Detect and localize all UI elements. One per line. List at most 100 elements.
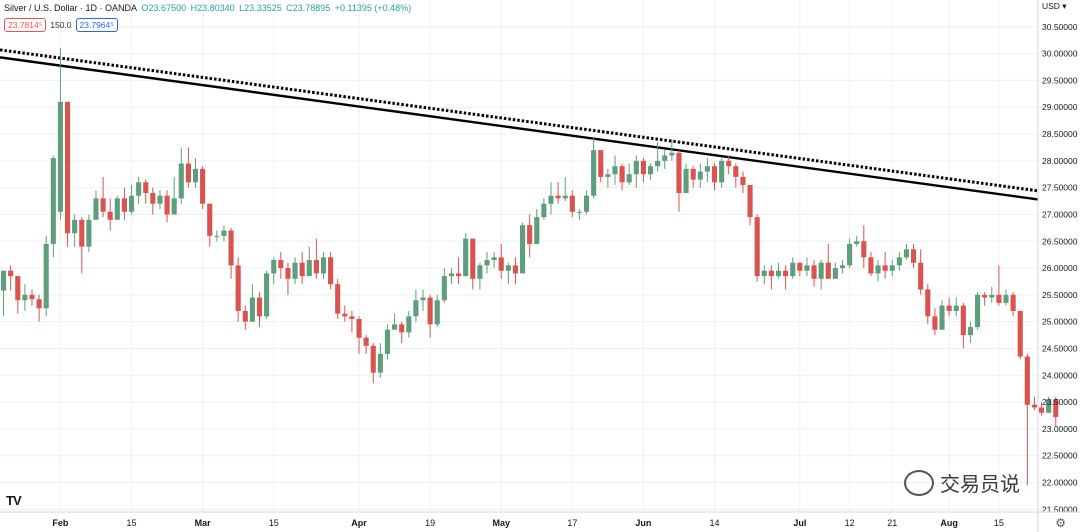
candle-body [811, 265, 817, 279]
candle-body [399, 324, 405, 333]
candle-body [100, 198, 106, 212]
candle [86, 214, 92, 252]
wechat-icon [904, 469, 934, 496]
candle-body [939, 305, 945, 330]
candle [498, 243, 504, 279]
candle-body [249, 297, 255, 322]
candle [1010, 292, 1016, 317]
candle-body [747, 184, 753, 218]
price-tick-label: 28.00000 [1042, 156, 1078, 166]
candle [0, 270, 7, 317]
ask-price-button[interactable]: 23.7964⁵ [75, 18, 118, 32]
candle-body [676, 152, 682, 194]
candle-body [335, 284, 341, 314]
candle-body [93, 198, 99, 220]
price-tick-label: 23.50000 [1042, 397, 1078, 407]
candle [932, 308, 938, 336]
candle-body [427, 297, 433, 325]
candle [747, 184, 753, 226]
candle-body [640, 160, 646, 175]
candle [256, 292, 263, 328]
price-tick-label: 24.50000 [1042, 343, 1078, 353]
candle-body [605, 174, 611, 177]
candle-body [790, 262, 796, 277]
candle [164, 190, 170, 223]
candle [925, 284, 931, 325]
bid-price-button[interactable]: 23.7814⁵ [4, 18, 47, 32]
candle [733, 163, 739, 188]
time-tick-label: 12 [845, 518, 855, 528]
candle-body [591, 150, 597, 196]
candle [875, 260, 881, 282]
candle [975, 292, 981, 330]
price-tick-label: 25.00000 [1042, 317, 1078, 327]
candle [527, 214, 533, 258]
candle [185, 147, 191, 188]
candle-body [121, 198, 127, 212]
candle-body [86, 219, 92, 247]
candle [640, 158, 646, 183]
currency-label[interactable]: USD ▾ [1042, 1, 1067, 11]
candle [8, 265, 14, 291]
trendline-dotted[interactable] [0, 48, 1039, 193]
candle [157, 190, 163, 210]
candle-body [1046, 399, 1052, 413]
candle [285, 262, 291, 295]
time-tick-label: 17 [567, 518, 577, 528]
candle-body [235, 265, 241, 311]
candle-body [697, 171, 703, 180]
spread-value: 150.0 [50, 20, 72, 30]
time-tick-label: May [492, 518, 510, 528]
trendlines[interactable] [0, 48, 1039, 201]
candle-body [548, 195, 554, 204]
candle-body [534, 217, 540, 244]
settings-gear-icon[interactable]: ⚙ [1055, 516, 1066, 530]
candle-body [456, 273, 462, 277]
trendline-solid[interactable] [0, 56, 1039, 201]
candle [612, 155, 618, 185]
time-axis[interactable]: Feb 15 Mar 15 Apr 19 May 17 Jun 14 Jul 12 21 Aug 15 [0, 511, 1080, 528]
candle [150, 187, 156, 215]
price-tick-label: 29.50000 [1042, 75, 1078, 85]
candle-body [576, 211, 582, 213]
candle [377, 343, 383, 378]
price-tick-label: 30.00000 [1042, 49, 1078, 59]
candle [605, 168, 611, 188]
candle [178, 147, 184, 204]
candle-body [889, 265, 895, 271]
candle-body [868, 257, 874, 274]
candle [804, 257, 810, 277]
candle-body [527, 225, 533, 244]
candle [768, 265, 774, 290]
candle-body [363, 337, 369, 346]
candle [655, 142, 661, 172]
candle-body [505, 265, 511, 271]
symbol-title[interactable]: Silver / U.S. Dollar · 1D · OANDA [4, 3, 138, 13]
candle [384, 324, 391, 360]
tradingview-logo[interactable]: TV [6, 493, 22, 508]
wechat-watermark: 交易员说 [904, 468, 1020, 497]
legend-high: H23.80340 [190, 3, 235, 13]
candle [669, 139, 675, 161]
candle [235, 257, 241, 322]
candle [278, 251, 284, 279]
candle [797, 262, 803, 277]
price-axis[interactable]: 30.50000 30.00000 29.50000 29.00000 28.50000… [1037, 0, 1078, 532]
candle [761, 265, 767, 285]
price-tick-label: 23.00000 [1042, 424, 1078, 434]
candle [484, 251, 490, 274]
candle-body [264, 273, 270, 317]
candle [591, 136, 597, 199]
candle-body [136, 182, 142, 196]
candle-body [185, 163, 191, 183]
candle-body [1053, 399, 1059, 418]
candle-body [726, 160, 732, 167]
candle-body [164, 195, 170, 215]
candle-body [925, 289, 931, 317]
candle-body [598, 150, 604, 177]
candle [349, 310, 355, 333]
candle-body [711, 166, 718, 183]
candle [847, 238, 853, 269]
candle [534, 209, 540, 244]
